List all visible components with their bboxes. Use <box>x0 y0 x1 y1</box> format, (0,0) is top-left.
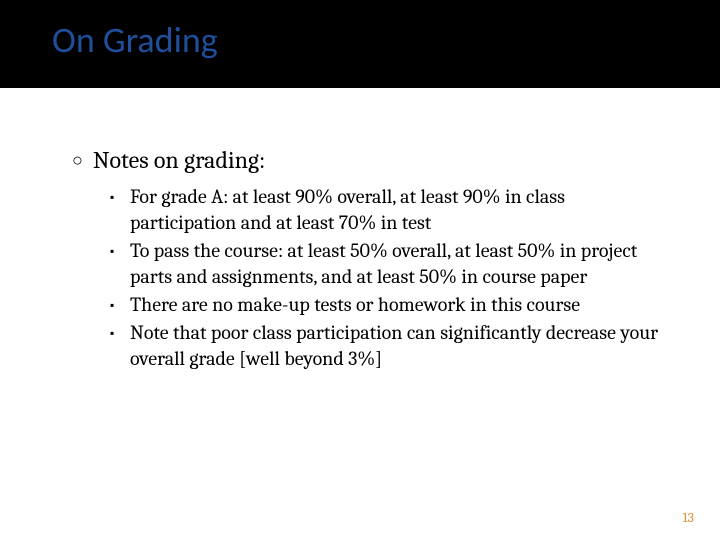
sub-item-text: Note that poor class participation can s… <box>130 320 668 372</box>
slide-title: On Grading <box>52 18 720 62</box>
page-number: 13 <box>682 509 694 526</box>
square-bullet-icon: ▪ <box>110 292 118 318</box>
sub-list: ▪ For grade A: at least 90% overall, at … <box>72 180 668 372</box>
sub-item-text: For grade A: at least 90% overall, at le… <box>130 184 668 236</box>
main-bullet-icon: ○ <box>72 146 83 174</box>
square-bullet-icon: ▪ <box>110 184 118 210</box>
square-bullet-icon: ▪ <box>110 320 118 346</box>
sub-item-text: There are no make-up tests or homework i… <box>130 292 580 318</box>
list-item: ▪ There are no make-up tests or homework… <box>110 292 668 318</box>
list-item: ▪ For grade A: at least 90% overall, at … <box>110 184 668 236</box>
main-item-text: Notes on grading: <box>93 146 265 174</box>
list-item: ▪ Note that poor class participation can… <box>110 320 668 372</box>
list-item: ▪ To pass the course: at least 50% overa… <box>110 238 668 290</box>
square-bullet-icon: ▪ <box>110 238 118 264</box>
title-bar: On Grading <box>0 0 720 88</box>
main-list-item: ○ Notes on grading: <box>72 146 668 174</box>
sub-item-text: To pass the course: at least 50% overall… <box>130 238 668 290</box>
content-area: ○ Notes on grading: ▪ For grade A: at le… <box>0 88 720 372</box>
